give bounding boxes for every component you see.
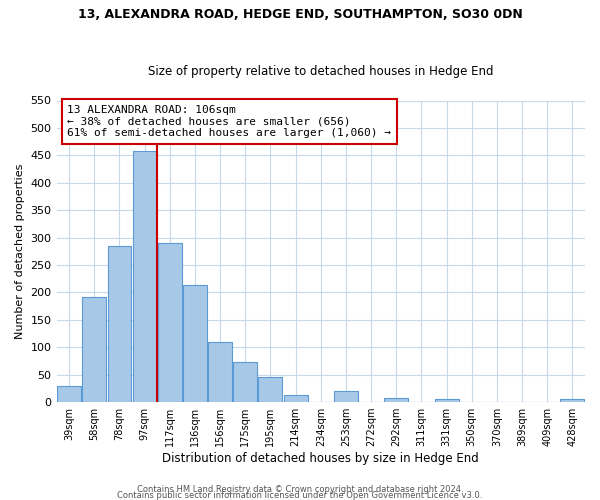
- X-axis label: Distribution of detached houses by size in Hedge End: Distribution of detached houses by size …: [163, 452, 479, 465]
- Text: 13, ALEXANDRA ROAD, HEDGE END, SOUTHAMPTON, SO30 0DN: 13, ALEXANDRA ROAD, HEDGE END, SOUTHAMPT…: [77, 8, 523, 20]
- Bar: [133, 151, 157, 402]
- Text: Contains HM Land Registry data © Crown copyright and database right 2024.: Contains HM Land Registry data © Crown c…: [137, 484, 463, 494]
- Text: Contains public sector information licensed under the Open Government Licence v3: Contains public sector information licen…: [118, 490, 482, 500]
- Y-axis label: Number of detached properties: Number of detached properties: [15, 164, 25, 339]
- Bar: [434, 400, 458, 402]
- Title: Size of property relative to detached houses in Hedge End: Size of property relative to detached ho…: [148, 66, 494, 78]
- Bar: [57, 386, 81, 402]
- Bar: [385, 398, 408, 402]
- Text: 13 ALEXANDRA ROAD: 106sqm
← 38% of detached houses are smaller (656)
61% of semi: 13 ALEXANDRA ROAD: 106sqm ← 38% of detac…: [67, 105, 391, 138]
- Bar: [107, 246, 131, 402]
- Bar: [82, 297, 106, 402]
- Bar: [158, 243, 182, 402]
- Bar: [259, 377, 283, 402]
- Bar: [208, 342, 232, 402]
- Bar: [233, 362, 257, 402]
- Bar: [284, 395, 308, 402]
- Bar: [183, 286, 207, 402]
- Bar: [560, 400, 584, 402]
- Bar: [334, 391, 358, 402]
